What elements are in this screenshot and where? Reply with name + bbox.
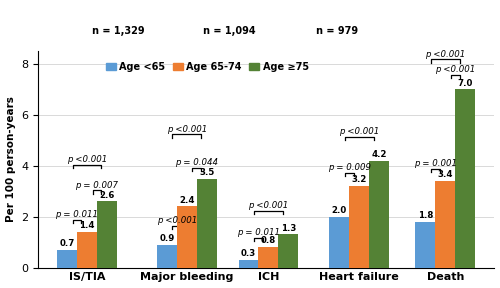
Text: 1.3: 1.3 bbox=[280, 224, 296, 233]
Text: 0.3: 0.3 bbox=[241, 249, 256, 258]
Text: 3.4: 3.4 bbox=[438, 170, 453, 179]
Text: 2.0: 2.0 bbox=[332, 206, 347, 215]
Text: p <0.001: p <0.001 bbox=[166, 125, 207, 134]
Bar bbox=[436, 181, 456, 268]
Text: 0.8: 0.8 bbox=[261, 236, 276, 245]
Text: n = 979: n = 979 bbox=[316, 26, 358, 36]
Text: n = 1,329: n = 1,329 bbox=[92, 26, 144, 36]
Bar bbox=[57, 250, 77, 268]
Bar bbox=[177, 206, 197, 268]
Text: p <0.001: p <0.001 bbox=[67, 155, 107, 164]
Text: p <0.001: p <0.001 bbox=[436, 65, 476, 74]
Bar bbox=[77, 232, 97, 268]
Text: p = 0.011: p = 0.011 bbox=[56, 210, 98, 219]
Text: p = 0.009: p = 0.009 bbox=[328, 163, 370, 172]
Text: p <0.001: p <0.001 bbox=[156, 216, 197, 225]
Text: 2.6: 2.6 bbox=[99, 191, 114, 200]
Y-axis label: Per 100 person-years: Per 100 person-years bbox=[6, 96, 16, 222]
Text: 4.2: 4.2 bbox=[372, 150, 387, 159]
Text: p <0.001: p <0.001 bbox=[426, 50, 466, 59]
Text: 3.2: 3.2 bbox=[352, 175, 367, 184]
Text: 0.9: 0.9 bbox=[159, 234, 174, 243]
Text: p = 0.007: p = 0.007 bbox=[76, 181, 118, 190]
Text: 3.5: 3.5 bbox=[199, 168, 214, 177]
Bar bbox=[456, 89, 475, 268]
Text: 1.8: 1.8 bbox=[418, 211, 433, 220]
Text: p <0.001: p <0.001 bbox=[248, 201, 288, 210]
Bar bbox=[278, 234, 298, 268]
Legend: Age <65, Age 65-74, Age ≥75: Age <65, Age 65-74, Age ≥75 bbox=[102, 58, 312, 76]
Bar bbox=[416, 222, 436, 268]
Text: 1.4: 1.4 bbox=[79, 221, 94, 230]
Bar bbox=[330, 217, 349, 268]
Text: p = 0.011: p = 0.011 bbox=[237, 228, 280, 237]
Bar bbox=[369, 161, 389, 268]
Bar bbox=[157, 245, 177, 268]
Bar bbox=[197, 179, 216, 268]
Bar bbox=[97, 201, 117, 268]
Text: p = 0.001: p = 0.001 bbox=[414, 159, 457, 168]
Text: 0.7: 0.7 bbox=[60, 239, 74, 248]
Bar bbox=[238, 260, 258, 268]
Bar bbox=[258, 247, 278, 268]
Text: 2.4: 2.4 bbox=[179, 196, 194, 205]
Bar bbox=[349, 186, 369, 268]
Text: p = 0.044: p = 0.044 bbox=[176, 158, 218, 167]
Text: n = 1,094: n = 1,094 bbox=[204, 26, 256, 36]
Text: p <0.001: p <0.001 bbox=[339, 127, 380, 136]
Text: 7.0: 7.0 bbox=[458, 79, 473, 88]
